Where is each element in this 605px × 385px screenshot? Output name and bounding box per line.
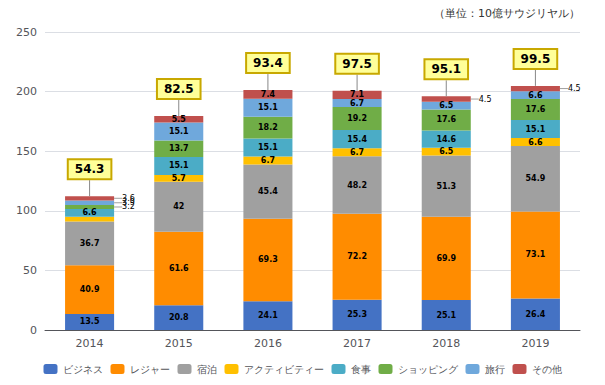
svg-text:ショッピング: ショッピング <box>398 364 459 375</box>
svg-text:レジャー: レジャー <box>130 364 170 375</box>
svg-text:6.6: 6.6 <box>528 91 543 100</box>
svg-text:17.6: 17.6 <box>436 115 456 124</box>
svg-text:72.2: 72.2 <box>347 252 367 261</box>
svg-text:200: 200 <box>16 85 37 98</box>
svg-text:99.5: 99.5 <box>521 52 551 66</box>
svg-text:宿泊: 宿泊 <box>197 364 217 375</box>
svg-text:15.1: 15.1 <box>526 125 546 134</box>
svg-text:42: 42 <box>173 202 184 211</box>
svg-text:6.7: 6.7 <box>350 148 364 157</box>
svg-text:13.7: 13.7 <box>169 144 189 153</box>
svg-text:15.1: 15.1 <box>169 127 189 136</box>
svg-text:17.6: 17.6 <box>526 105 546 114</box>
svg-text:69.3: 69.3 <box>258 255 278 264</box>
svg-text:アクティビティー: アクティビティー <box>244 364 324 375</box>
svg-text:19.2: 19.2 <box>347 114 367 123</box>
svg-text:15.4: 15.4 <box>347 135 367 144</box>
svg-text:7.4: 7.4 <box>261 90 276 99</box>
svg-text:97.5: 97.5 <box>342 57 372 71</box>
svg-text:18.2: 18.2 <box>258 123 278 132</box>
svg-text:14.6: 14.6 <box>436 135 456 144</box>
svg-text:旅行: 旅行 <box>485 364 505 375</box>
svg-text:150: 150 <box>16 145 37 158</box>
svg-text:3.6: 3.6 <box>122 194 135 203</box>
svg-text:73.1: 73.1 <box>526 250 546 259</box>
svg-text:6.7: 6.7 <box>350 99 364 108</box>
svg-text:6.7: 6.7 <box>261 156 275 165</box>
svg-text:6.5: 6.5 <box>439 101 454 110</box>
svg-text:54.3: 54.3 <box>75 162 105 176</box>
svg-text:20.8: 20.8 <box>169 313 189 322</box>
svg-text:36.7: 36.7 <box>80 239 100 248</box>
svg-text:15.1: 15.1 <box>258 143 278 152</box>
svg-text:（単位：10億サウジリヤル）: （単位：10億サウジリヤル） <box>434 7 580 20</box>
svg-text:2019: 2019 <box>521 337 549 350</box>
svg-text:2017: 2017 <box>343 337 371 350</box>
svg-text:25.3: 25.3 <box>347 310 367 319</box>
svg-text:5.5: 5.5 <box>172 115 187 124</box>
svg-text:15.1: 15.1 <box>169 161 189 170</box>
svg-text:25.1: 25.1 <box>436 311 456 320</box>
svg-text:7.1: 7.1 <box>350 90 365 99</box>
svg-text:2014: 2014 <box>76 337 104 350</box>
svg-text:2018: 2018 <box>432 337 460 350</box>
svg-text:48.2: 48.2 <box>347 181 367 190</box>
svg-text:82.5: 82.5 <box>164 82 194 96</box>
svg-text:50: 50 <box>23 264 37 277</box>
svg-text:13.5: 13.5 <box>80 317 100 326</box>
svg-text:その他: その他 <box>532 364 562 375</box>
svg-text:26.4: 26.4 <box>526 310 546 319</box>
svg-text:6.6: 6.6 <box>528 138 543 147</box>
svg-text:6.5: 6.5 <box>439 147 454 156</box>
svg-text:15.1: 15.1 <box>258 103 278 112</box>
svg-text:食事: 食事 <box>351 364 371 375</box>
svg-text:51.3: 51.3 <box>436 182 456 191</box>
svg-text:250: 250 <box>16 26 37 39</box>
svg-text:5.7: 5.7 <box>172 174 186 183</box>
svg-text:61.6: 61.6 <box>169 264 189 273</box>
svg-text:ビジネス: ビジネス <box>63 364 103 375</box>
svg-text:93.4: 93.4 <box>253 56 283 70</box>
svg-text:2015: 2015 <box>165 337 193 350</box>
svg-text:24.1: 24.1 <box>258 311 278 320</box>
svg-text:69.9: 69.9 <box>436 254 456 263</box>
svg-text:4.5: 4.5 <box>479 95 492 104</box>
svg-text:100: 100 <box>16 204 37 217</box>
svg-text:6.6: 6.6 <box>82 208 97 217</box>
svg-text:0: 0 <box>30 324 37 337</box>
svg-text:40.9: 40.9 <box>80 285 100 294</box>
svg-text:45.4: 45.4 <box>258 187 278 196</box>
svg-text:4.5: 4.5 <box>568 84 581 93</box>
svg-text:54.9: 54.9 <box>526 174 546 183</box>
svg-text:2016: 2016 <box>254 337 282 350</box>
svg-text:95.1: 95.1 <box>431 62 461 76</box>
